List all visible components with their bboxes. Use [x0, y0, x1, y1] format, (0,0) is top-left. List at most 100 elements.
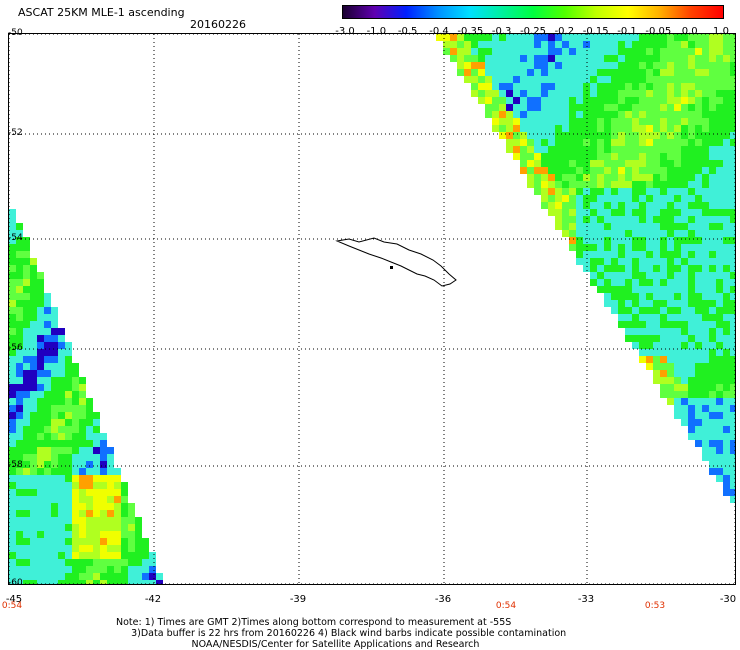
swath-cell [730, 440, 737, 447]
swath-cell [723, 153, 730, 160]
swath-cell [23, 391, 30, 398]
swath-cell [86, 496, 93, 503]
swath-cell [562, 230, 569, 237]
swath-cell [716, 237, 723, 244]
swath-cell [51, 328, 58, 335]
swath-cell [23, 300, 30, 307]
swath-cell [492, 41, 499, 48]
swath-cell [16, 398, 23, 405]
swath-cell [688, 97, 695, 104]
swath-cell [660, 251, 667, 258]
swath-cell [702, 237, 709, 244]
swath-cell [534, 76, 541, 83]
swath-cell [576, 223, 583, 230]
swath-cell [716, 90, 723, 97]
swath-cell [674, 202, 681, 209]
swath-cell [723, 314, 730, 321]
swath-cell [695, 279, 702, 286]
swath-cell [485, 48, 492, 55]
swath-cell [44, 391, 51, 398]
swath-cell [513, 83, 520, 90]
swath-cell [730, 286, 737, 293]
swath-cell [688, 160, 695, 167]
swath-cell [688, 41, 695, 48]
swath-cell [723, 62, 730, 69]
swath-cell [107, 552, 114, 559]
swath-cell [548, 34, 555, 41]
swath-cell [58, 328, 65, 335]
swath-cell [646, 118, 653, 125]
swath-cell [730, 237, 737, 244]
swath-cell [695, 76, 702, 83]
swath-cell [65, 461, 72, 468]
swath-cell [709, 90, 716, 97]
swath-cell [646, 55, 653, 62]
swath-cell [72, 538, 79, 545]
swath-cell [625, 216, 632, 223]
swath-cell [702, 160, 709, 167]
swath-cell [618, 160, 625, 167]
swath-cell [464, 48, 471, 55]
swath-cell [44, 447, 51, 454]
swath-cell [16, 286, 23, 293]
swath-cell [65, 559, 72, 566]
swath-cell [681, 188, 688, 195]
swath-cell [51, 545, 58, 552]
swath-cell [646, 97, 653, 104]
swath-cell [674, 279, 681, 286]
swath-cell [44, 531, 51, 538]
swath-cell [93, 482, 100, 489]
swath-cell [37, 405, 44, 412]
swath-cell [681, 279, 688, 286]
swath-cell [611, 286, 618, 293]
note-line-3: NOAA/NESDIS/Center for Satellite Applica… [191, 639, 480, 650]
swath-cell [44, 489, 51, 496]
swath-cell [555, 48, 562, 55]
latitude-label: -58 [8, 460, 23, 470]
swath-cell [632, 48, 639, 55]
swath-cell [555, 174, 562, 181]
swath-cell [541, 97, 548, 104]
swath-cell [37, 496, 44, 503]
swath-cell [30, 447, 37, 454]
swath-cell [471, 83, 478, 90]
swath-cell [569, 97, 576, 104]
swath-cell [730, 356, 737, 363]
swath-cell [576, 181, 583, 188]
swath-cell [688, 188, 695, 195]
swath-cell [548, 167, 555, 174]
swath-cell [30, 356, 37, 363]
swath-cell [688, 307, 695, 314]
swath-cell [702, 132, 709, 139]
swath-cell [128, 531, 135, 538]
swath-cell [548, 48, 555, 55]
swath-cell [611, 279, 618, 286]
swath-cell [723, 139, 730, 146]
swath-cell [9, 419, 16, 426]
swath-cell [702, 321, 709, 328]
swath-cell [646, 300, 653, 307]
swath-cell [534, 118, 541, 125]
swath-cell [716, 118, 723, 125]
swath-cell [723, 489, 730, 496]
swath-cell [471, 69, 478, 76]
swath-cell [65, 426, 72, 433]
swath-cell [604, 76, 611, 83]
swath-cell [58, 363, 65, 370]
swath-cell [660, 34, 667, 41]
swath-cell [730, 251, 737, 258]
swath-cell [674, 97, 681, 104]
swath-cell [646, 146, 653, 153]
swath-cell [79, 559, 86, 566]
swath-cell [23, 251, 30, 258]
swath-cell [611, 111, 618, 118]
swath-cell [646, 160, 653, 167]
swath-cell [681, 244, 688, 251]
swath-cell [37, 412, 44, 419]
swath-cell [520, 48, 527, 55]
swath-cell [709, 454, 716, 461]
swath-cell [583, 216, 590, 223]
swath-cell [583, 97, 590, 104]
colorbar-tick-label: -1.0 [366, 26, 387, 37]
swath-cell [86, 475, 93, 482]
